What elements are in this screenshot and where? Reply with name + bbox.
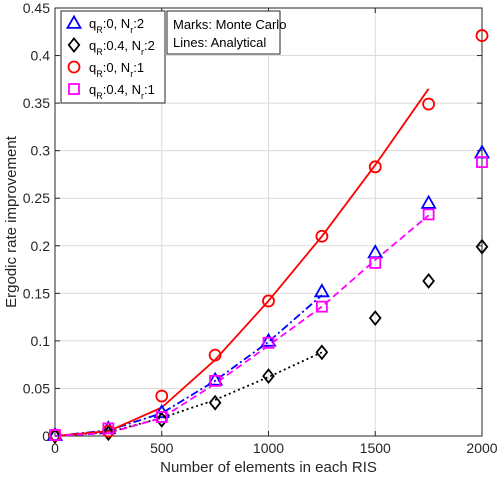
y-tick-label: 0.2 xyxy=(31,238,51,254)
legend-text-part: :2 xyxy=(144,38,155,53)
legend-marker-2 xyxy=(67,37,81,53)
legend-text-part: :0, N xyxy=(103,16,130,31)
legend-text-part: :1 xyxy=(144,82,155,97)
series-1-marker xyxy=(420,194,437,209)
y-tick-label: 0.3 xyxy=(31,143,51,159)
series-1-marker xyxy=(313,283,330,298)
legend-subscript: r xyxy=(130,69,133,79)
legend-text-part: :2 xyxy=(133,16,144,31)
series-4-marker xyxy=(369,256,382,269)
series-1-marker xyxy=(260,332,277,347)
x-tick-label: 2000 xyxy=(466,440,497,456)
series-4-marker xyxy=(155,411,168,423)
legend-subscript: R xyxy=(96,91,103,101)
legend-text-part: q xyxy=(89,38,96,53)
grid xyxy=(55,8,482,436)
series-4-marker xyxy=(262,336,275,349)
series-2-marker xyxy=(155,411,169,428)
y-tick-label: 0.35 xyxy=(23,95,50,111)
series-2-marker xyxy=(315,344,329,361)
series-3-marker xyxy=(208,348,222,362)
legend-text-part: :0, N xyxy=(103,60,130,75)
series-4-marker xyxy=(209,374,222,387)
legend-entry-4: qR:0.4, Nr:1 xyxy=(89,82,155,101)
legend-entry-3: qR:0, Nr:1 xyxy=(89,60,144,79)
x-tick-label: 1500 xyxy=(360,440,391,456)
y-tick-label: 0.45 xyxy=(23,0,50,16)
y-tick-label: 0.05 xyxy=(23,380,50,396)
legend-text-part: q xyxy=(89,82,96,97)
legend-entry-1: qR:0, Nr:2 xyxy=(89,16,144,35)
legend-text-part: :1 xyxy=(133,60,144,75)
legend: qR:0, Nr:2qR:0.4, Nr:2qR:0, Nr:1qR:0.4, … xyxy=(60,10,166,104)
x-tick-label: 500 xyxy=(150,440,174,456)
series-3-marker xyxy=(475,29,489,42)
series-3-marker xyxy=(315,229,329,243)
legend-text-part: q xyxy=(89,60,96,75)
legend-text-part: :0.4, N xyxy=(103,82,141,97)
annotation-line-1: Marks: Monte Carlo xyxy=(173,17,286,32)
series-3-marker xyxy=(368,160,382,174)
legend-marker-3 xyxy=(67,60,81,74)
series-3-marker xyxy=(422,97,436,111)
series-4-marker xyxy=(315,300,328,313)
y-tick-label: 0 xyxy=(42,428,50,444)
series-3-marker xyxy=(155,389,169,403)
series-4-marker xyxy=(49,429,61,441)
series-line-4 xyxy=(54,214,430,437)
legend-entry-2: qR:0.4, Nr:2 xyxy=(89,38,155,57)
annotation-frame xyxy=(166,10,281,55)
series-2-marker xyxy=(208,394,222,411)
y-tick-label: 0.15 xyxy=(23,285,50,301)
series-4-marker xyxy=(476,156,488,168)
series-2-marker xyxy=(368,310,382,327)
legend-subscript: r xyxy=(130,25,133,35)
series-4-marker xyxy=(102,422,115,435)
series-markers xyxy=(46,29,491,444)
series-lines xyxy=(54,88,430,437)
series-2-marker xyxy=(475,238,489,255)
legend-marker-4 xyxy=(68,83,80,95)
legend-subscript: R xyxy=(96,69,103,79)
x-tick-label: 0 xyxy=(51,440,59,456)
series-line-3 xyxy=(54,88,430,437)
y-tick-label: 0.1 xyxy=(31,333,51,349)
legend-subscript: R xyxy=(96,25,103,35)
y-tick-label: 0.4 xyxy=(31,48,51,64)
x-axis-title: Number of elements in each RIS xyxy=(160,459,377,476)
series-4-marker xyxy=(422,208,435,221)
x-tick-label: 1000 xyxy=(253,440,284,456)
series-2-marker xyxy=(262,368,275,385)
legend-subscript: r xyxy=(141,91,144,101)
series-3-marker xyxy=(262,294,275,308)
series-2-marker xyxy=(422,273,435,289)
annotation-line-2: Lines: Analytical xyxy=(173,35,266,50)
series-line-2 xyxy=(54,351,323,437)
legend-text-part: q xyxy=(89,16,96,31)
legend-text-part: :0.4, N xyxy=(103,38,141,53)
series-2-marker xyxy=(48,428,62,444)
y-tick-label: 0.25 xyxy=(23,190,50,206)
series-1-marker xyxy=(207,371,224,386)
legend-subscript: r xyxy=(141,47,144,57)
legend-subscript: R xyxy=(96,47,103,57)
legend-marker-1 xyxy=(65,14,83,29)
y-axis-title: Ergodic rate improvement xyxy=(3,135,20,308)
annotation-box: Marks: Monte Carlo Lines: Analytical xyxy=(166,10,286,55)
series-2-marker xyxy=(102,425,115,442)
